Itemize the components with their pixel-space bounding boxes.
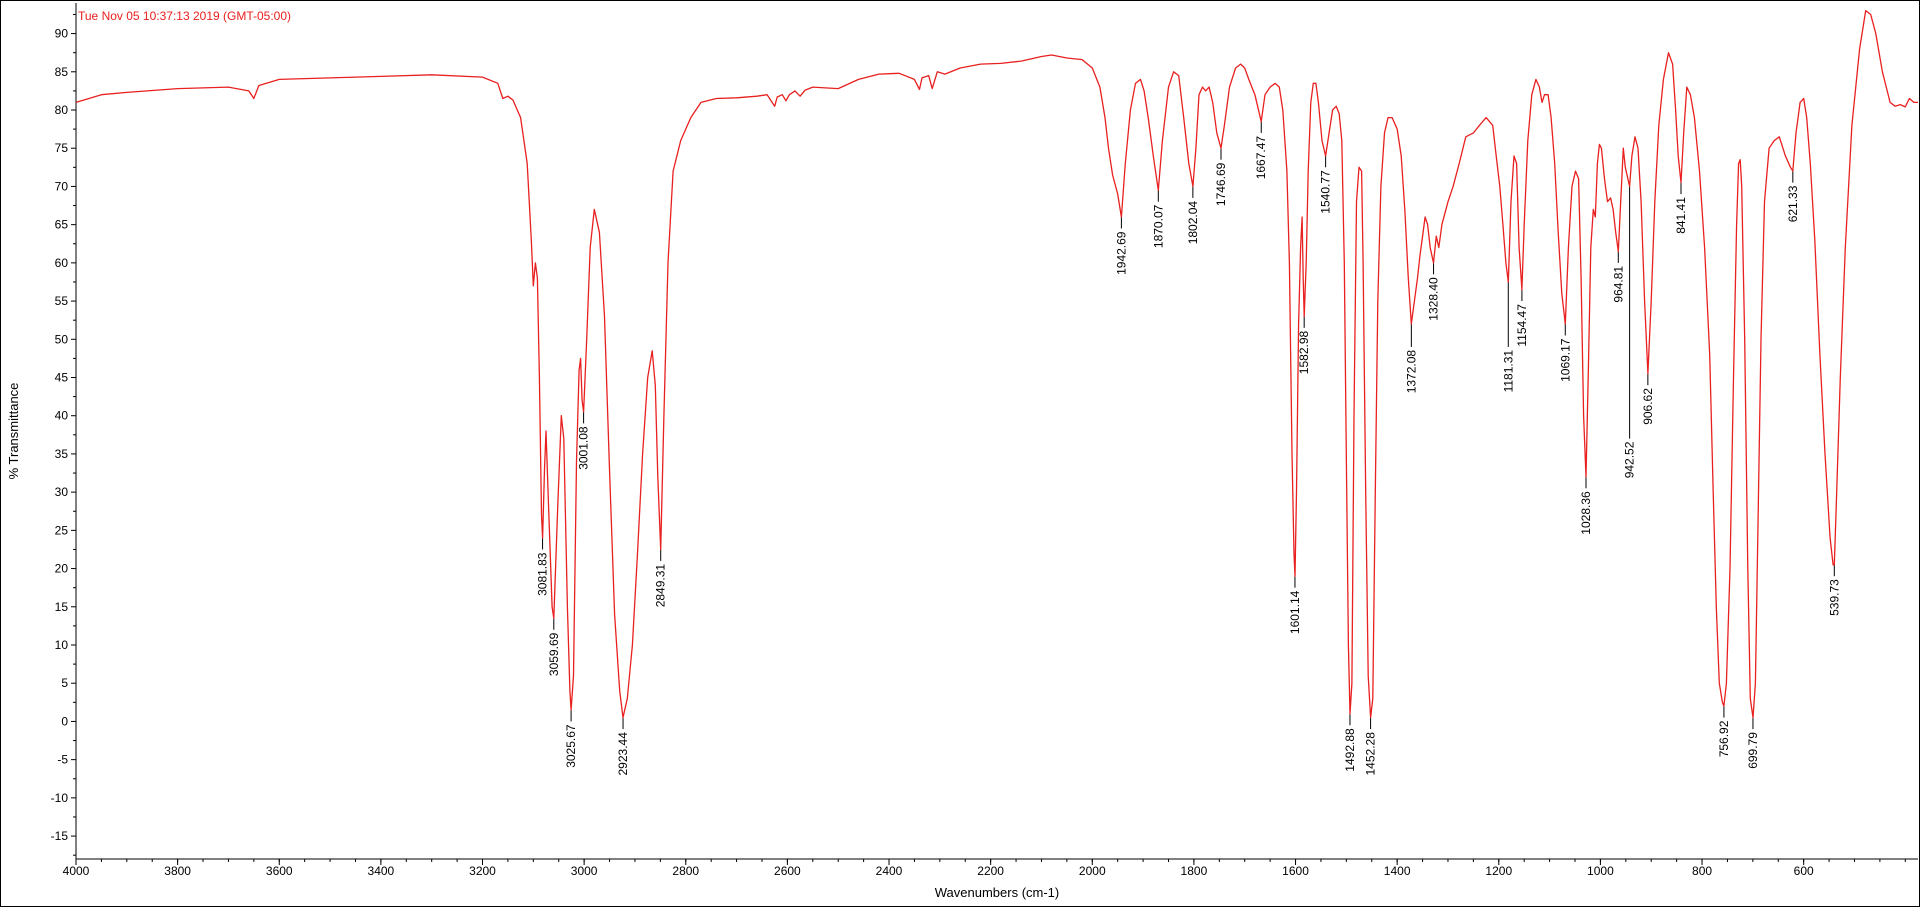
peak-annotations: 3081.83 3059.69 3025.67 3001.08 2923.44 2849.…: [536, 121, 1841, 776]
x-tick-label: 800: [1692, 864, 1712, 878]
peak-label: 2923.44: [616, 732, 630, 776]
y-tick-label: 5: [61, 676, 68, 690]
peak-label: 539.73: [1827, 579, 1841, 616]
axes: 4000 3800 3600 3400 3200 3000 2800 2600 2400 2200…: [51, 3, 1918, 878]
y-tick-label: 85: [55, 65, 69, 79]
peak-label: 906.62: [1641, 388, 1655, 425]
y-tick-label: 10: [55, 638, 69, 652]
x-tick-label: 3200: [469, 864, 496, 878]
peak-label: 1372.08: [1404, 350, 1418, 394]
y-tick-label: -15: [51, 829, 69, 843]
y-tick-label: 20: [55, 562, 69, 576]
peak-label: 1069.17: [1558, 338, 1572, 382]
peak-label: 1492.88: [1343, 728, 1357, 772]
x-tick-label: 2400: [876, 864, 903, 878]
y-tick-label: -5: [57, 753, 68, 767]
y-tick-label: 35: [55, 447, 69, 461]
x-tick-label: 2000: [1079, 864, 1106, 878]
x-axis-label: Wavenumbers (cm-1): [935, 885, 1059, 900]
peak-label: 699.79: [1746, 732, 1760, 769]
x-tick-label: 2600: [774, 864, 801, 878]
peak-label: 621.33: [1786, 185, 1800, 222]
peak-label: 756.92: [1717, 720, 1731, 757]
peak-label: 1452.28: [1364, 732, 1378, 776]
x-tick-label: 2200: [977, 864, 1004, 878]
y-tick-label: 45: [55, 371, 69, 385]
peak-label: 1181.31: [1501, 350, 1515, 393]
peak-label: 1601.14: [1288, 590, 1302, 634]
y-tick-label: -10: [51, 791, 69, 805]
peak-label: 1667.47: [1254, 136, 1268, 180]
peak-label: 1870.07: [1151, 204, 1165, 248]
peak-label: 3081.83: [536, 552, 550, 596]
peak-label: 1328.40: [1427, 277, 1441, 321]
x-tick-label: 3600: [266, 864, 293, 878]
x-tick-label: 600: [1794, 864, 1814, 878]
y-tick-label: 65: [55, 218, 69, 232]
y-tick-label: 0: [61, 714, 68, 728]
peak-label: 1942.69: [1114, 231, 1128, 275]
timestamp-label: Tue Nov 05 10:37:13 2019 (GMT-05:00): [78, 9, 291, 23]
x-tick-label: 3400: [368, 864, 395, 878]
peak-label: 3025.67: [564, 724, 578, 768]
y-tick-label: 40: [55, 409, 69, 423]
x-tick-label: 2800: [672, 864, 699, 878]
y-tick-label: 80: [55, 103, 69, 117]
x-tick-label: 1200: [1485, 864, 1512, 878]
x-tick-label: 1000: [1587, 864, 1614, 878]
y-tick-label: 15: [55, 600, 69, 614]
peak-label: 1802.04: [1186, 201, 1200, 245]
series-layer: [75, 9, 1918, 719]
peak-label: 1582.98: [1297, 330, 1311, 374]
spectrum-line-0: [75, 9, 1918, 719]
y-tick-label: 25: [55, 523, 69, 537]
peak-label: 1028.36: [1579, 491, 1593, 535]
y-tick-label: 90: [55, 27, 69, 41]
peak-label: 1540.77: [1319, 170, 1333, 214]
x-tick-label: 1600: [1282, 864, 1309, 878]
peak-label: 841.41: [1674, 197, 1688, 234]
peak-label: 3059.69: [547, 632, 561, 676]
x-tick-label: 1800: [1181, 864, 1208, 878]
x-tick-label: 4000: [63, 864, 90, 878]
y-tick-label: 50: [55, 332, 69, 346]
peak-label: 964.81: [1611, 266, 1625, 303]
peak-label: 3001.08: [577, 426, 591, 470]
peak-label: 1154.47: [1515, 304, 1529, 347]
x-tick-label: 3000: [571, 864, 598, 878]
x-tick-label: 3800: [164, 864, 191, 878]
y-tick-label: 60: [55, 256, 69, 270]
y-tick-label: 75: [55, 141, 69, 155]
x-tick-label: 1400: [1384, 864, 1411, 878]
y-tick-label: 55: [55, 294, 69, 308]
peak-label: 942.52: [1623, 441, 1637, 478]
y-tick-label: 30: [55, 485, 69, 499]
y-axis-label: % Transmittance: [6, 383, 21, 480]
peak-label: 1746.69: [1214, 162, 1228, 206]
y-tick-label: 70: [55, 179, 69, 193]
peak-label: 2849.31: [654, 564, 668, 608]
